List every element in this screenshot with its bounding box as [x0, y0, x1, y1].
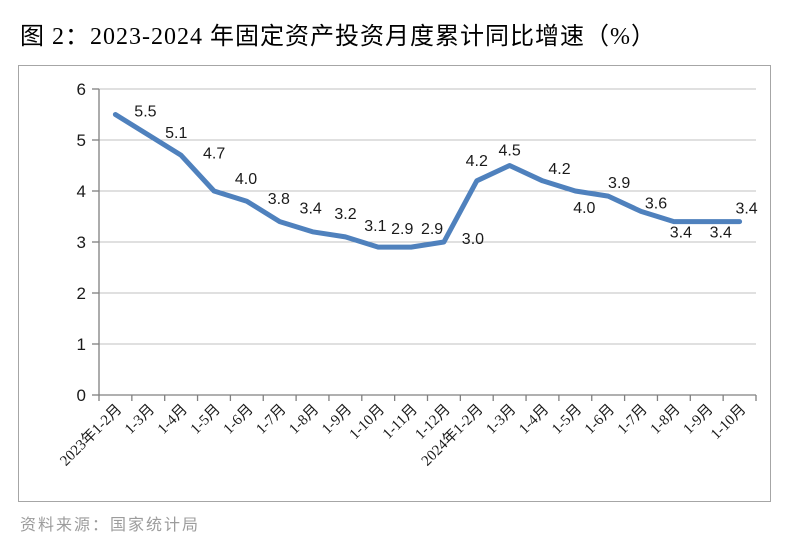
- y-tick-label-6: 6: [77, 80, 86, 99]
- chart-title: 图 2：2023-2024 年固定资产投资月度累计同比增速（%）: [20, 24, 656, 50]
- data-line-series-0: [112, 112, 743, 250]
- data-label-1: 5.1: [165, 125, 187, 142]
- x-tick-label-1: 1-3月: [122, 402, 158, 438]
- data-label-15: 3.9: [608, 175, 630, 192]
- line-chart: 01234562023年1-2月1-3月1-4月1-5月1-6月1-7月1-8月…: [57, 80, 758, 470]
- data-label-12: 4.5: [499, 143, 521, 160]
- y-tick-label-5: 5: [77, 131, 86, 150]
- x-tick-label-0: 2023年1-2月: [57, 401, 126, 470]
- data-label-6: 3.2: [334, 206, 356, 223]
- x-tick-label-5: 1-7月: [253, 402, 289, 438]
- data-label-10: 3.0: [462, 231, 484, 248]
- y-tick-label-2: 2: [77, 284, 86, 303]
- data-label-0: 5.5: [134, 104, 156, 121]
- x-tick-label-12: 1-3月: [483, 402, 519, 438]
- y-tick-label-1: 1: [77, 335, 86, 354]
- data-label-8: 2.9: [391, 221, 413, 238]
- data-label-11: 4.2: [466, 153, 488, 170]
- data-label-2: 4.7: [203, 145, 225, 162]
- data-label-14: 4.0: [573, 200, 595, 217]
- data-label-13: 4.2: [548, 161, 570, 178]
- x-tick-label-2: 1-4月: [155, 402, 191, 438]
- x-tick-label-19: 1-10月: [708, 402, 749, 443]
- x-tick-label-3: 1-5月: [188, 402, 224, 438]
- y-tick-label-3: 3: [77, 233, 86, 252]
- data-label-18: 3.4: [710, 225, 732, 242]
- y-tick-label-4: 4: [77, 182, 86, 201]
- chart-area: 0 1 2 3 4 5 6 2023年1-2月 1-3月 1-4月 1-5月 1-6月 1-7月 1-8月…: [18, 65, 771, 502]
- y-tick-label-0: 0: [77, 386, 86, 405]
- data-label-17: 3.4: [670, 225, 692, 242]
- data-label-16: 3.6: [645, 195, 667, 212]
- x-tick-label-8: 1-10月: [347, 402, 388, 443]
- data-label-5: 3.4: [300, 201, 322, 218]
- x-tick-label-6: 1-8月: [286, 402, 322, 438]
- x-tick-label-15: 1-6月: [582, 402, 618, 438]
- data-label-4: 3.8: [268, 191, 290, 208]
- x-tick-label-13: 1-4月: [516, 402, 552, 438]
- x-tick-label-14: 1-5月: [549, 402, 585, 438]
- data-label-3: 4.0: [235, 171, 257, 188]
- data-label-7: 3.1: [364, 218, 386, 235]
- data-label-9: 2.9: [421, 221, 443, 238]
- x-tick-label-9: 1-11月: [380, 402, 421, 443]
- source-note: 资料来源：国家统计局: [20, 517, 201, 534]
- x-tick-label-17: 1-8月: [648, 402, 684, 438]
- x-tick-label-4: 1-6月: [221, 402, 257, 438]
- x-tick-label-16: 1-7月: [615, 402, 651, 438]
- data-label-19: 3.4: [735, 201, 757, 218]
